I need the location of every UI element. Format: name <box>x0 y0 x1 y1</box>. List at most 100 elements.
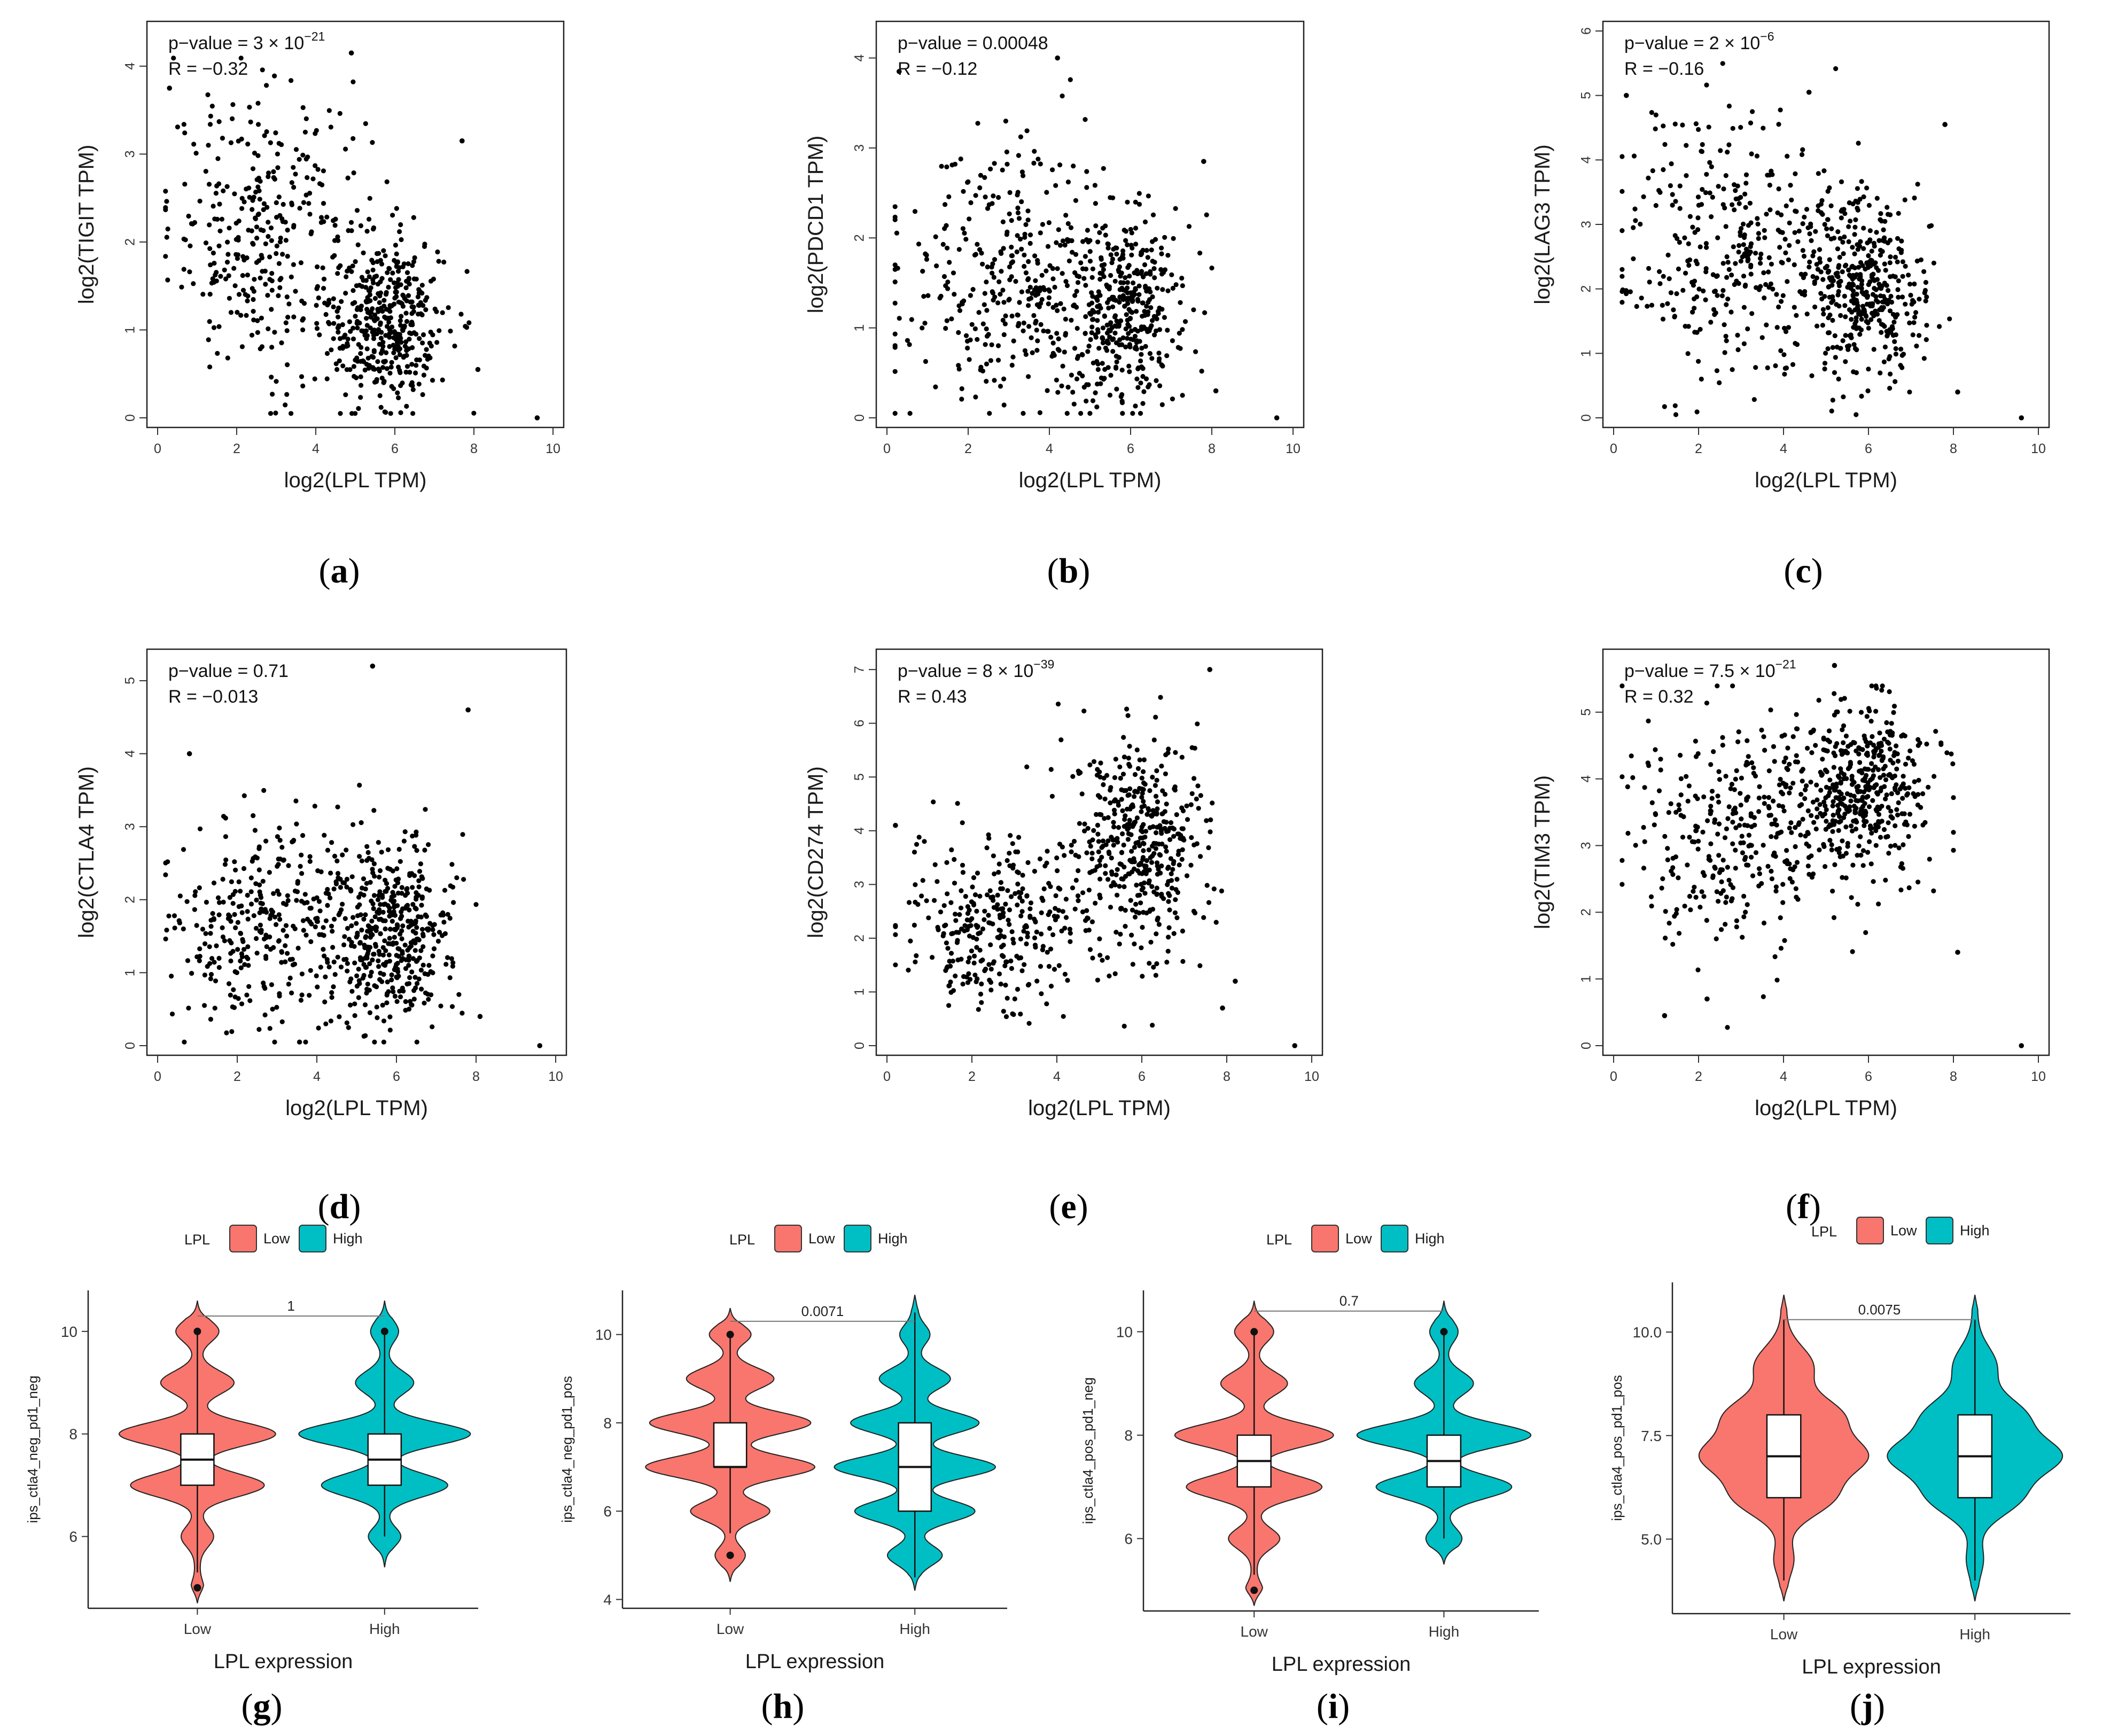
data-point <box>381 360 387 365</box>
y-tick-label: 5 <box>852 773 867 781</box>
data-point <box>329 347 334 353</box>
data-point <box>1138 380 1143 386</box>
data-point <box>259 906 264 912</box>
data-point <box>1667 921 1672 926</box>
data-point <box>192 893 198 898</box>
data-point <box>361 250 366 255</box>
data-point <box>1010 1011 1015 1016</box>
data-point <box>357 854 362 859</box>
data-point <box>945 891 950 897</box>
data-point <box>1871 240 1876 246</box>
data-point <box>331 886 337 892</box>
data-point <box>971 875 977 881</box>
data-point <box>1113 365 1119 371</box>
data-point <box>182 1039 187 1045</box>
data-point <box>1821 842 1826 847</box>
data-point <box>1716 769 1722 774</box>
data-point <box>1766 255 1772 260</box>
data-point <box>268 411 274 416</box>
data-point <box>336 305 341 310</box>
data-point <box>213 191 219 196</box>
data-point <box>315 984 320 990</box>
data-point <box>378 258 383 263</box>
data-point <box>203 240 209 246</box>
data-point <box>331 321 337 326</box>
data-point <box>391 350 396 355</box>
data-point <box>370 140 375 145</box>
data-point <box>399 314 404 319</box>
data-point <box>429 992 434 998</box>
outlier-point <box>1250 1586 1258 1594</box>
data-point <box>1101 377 1107 382</box>
data-point <box>1141 848 1146 853</box>
data-point <box>1869 248 1874 254</box>
data-point <box>1808 224 1813 229</box>
data-point <box>1766 768 1772 774</box>
data-point <box>1082 828 1087 834</box>
data-point <box>303 116 309 121</box>
data-point <box>230 901 236 906</box>
data-point <box>1827 257 1832 262</box>
data-point <box>414 848 419 853</box>
data-point <box>386 952 392 957</box>
data-point <box>1847 804 1852 809</box>
data-point <box>230 116 235 121</box>
data-point <box>1032 253 1038 259</box>
data-point <box>1160 788 1165 793</box>
data-point <box>1198 793 1203 798</box>
data-point <box>266 170 271 176</box>
data-point <box>1665 301 1670 306</box>
data-point <box>1080 266 1086 271</box>
data-point <box>1758 261 1763 266</box>
data-point <box>310 176 316 182</box>
data-point <box>378 970 383 976</box>
data-point <box>1638 221 1643 227</box>
data-point <box>393 243 399 248</box>
data-point <box>1665 252 1671 258</box>
data-point <box>1139 327 1144 332</box>
data-point <box>364 990 369 996</box>
data-point <box>1848 219 1853 224</box>
data-point <box>321 925 326 930</box>
data-point <box>169 974 174 979</box>
data-point <box>367 288 372 294</box>
data-point <box>1052 284 1057 290</box>
data-point <box>1861 246 1866 251</box>
data-point <box>1912 315 1918 320</box>
data-point <box>386 320 392 325</box>
data-point <box>1134 747 1140 753</box>
data-point <box>1093 900 1098 906</box>
data-point <box>358 351 363 356</box>
data-point <box>413 930 418 936</box>
data-point <box>1173 282 1179 287</box>
data-point <box>1720 288 1726 293</box>
data-point <box>948 900 954 905</box>
data-point <box>1022 263 1027 269</box>
data-point <box>1668 183 1673 189</box>
data-point <box>1822 811 1827 816</box>
data-point <box>277 857 283 862</box>
data-point <box>1170 867 1175 872</box>
data-point <box>954 940 960 945</box>
data-point <box>1804 312 1810 317</box>
data-point <box>1792 864 1797 869</box>
data-point <box>1147 788 1153 793</box>
data-point <box>1851 819 1856 824</box>
data-point <box>990 289 995 294</box>
data-point <box>914 842 920 847</box>
data-point <box>1082 821 1087 827</box>
points-group <box>163 663 542 1048</box>
data-point <box>1140 373 1146 379</box>
data-point <box>250 166 256 172</box>
data-point <box>1142 219 1148 224</box>
data-point <box>1160 287 1165 292</box>
data-point <box>1792 230 1797 235</box>
data-point <box>1739 816 1744 822</box>
data-point <box>1923 279 1928 285</box>
data-point <box>1832 691 1837 696</box>
data-point <box>958 156 963 162</box>
data-point <box>449 956 454 961</box>
data-point <box>232 191 237 197</box>
data-point <box>1054 855 1060 861</box>
